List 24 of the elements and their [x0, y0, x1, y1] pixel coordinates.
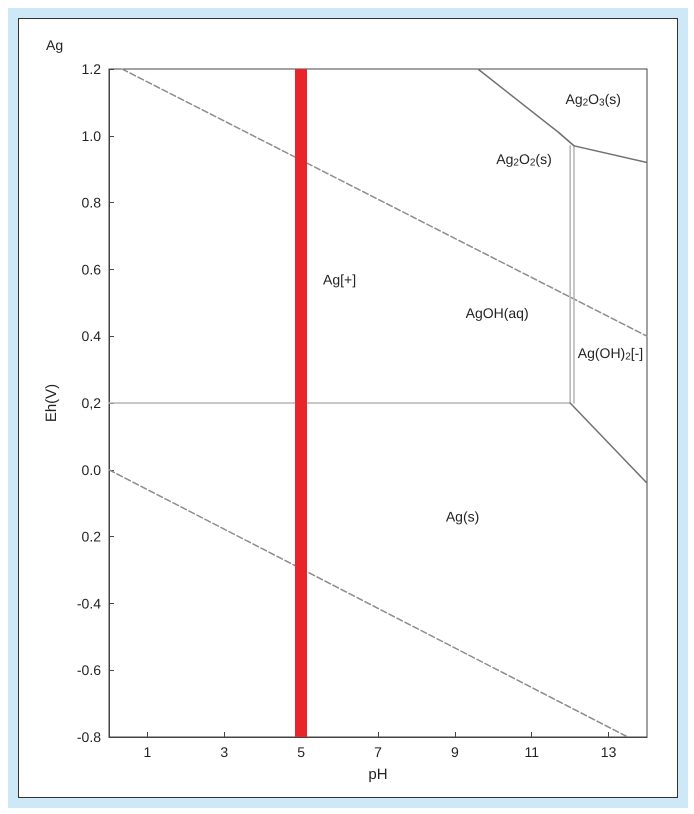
x-tick-label: 3 [220, 744, 228, 760]
chart-title: Ag [46, 37, 64, 53]
y-tick-label: 0.4 [82, 328, 102, 344]
y-axis-title: Eh(V) [43, 384, 60, 422]
x-tick-label: 7 [374, 744, 382, 760]
annotation: Ag[+] [323, 271, 356, 288]
y-tick-label: -0.8 [76, 729, 102, 745]
y-tick-label: 1.2 [82, 61, 102, 77]
x-tick-label: 11 [524, 744, 540, 760]
x-tick-label: 1 [144, 744, 152, 760]
y-tick-label: 0,2 [82, 395, 102, 411]
y-tick-label: 0.2 [82, 528, 102, 545]
x-tick-label: 13 [600, 744, 617, 760]
annotation: AgOH(aq) [466, 304, 529, 321]
x-axis-title: pH [368, 766, 388, 783]
y-tick-label: 0.8 [82, 194, 102, 211]
x-tick-label: 5 [297, 744, 306, 760]
x-tick-label: 9 [450, 744, 459, 760]
y-tick-label: 0.6 [82, 261, 102, 278]
y-tick-label: 0.0 [82, 462, 102, 478]
annotation: Ag(s) [446, 508, 480, 525]
y-tick-label: 1.0 [82, 128, 102, 144]
y-tick-label: -0.6 [76, 662, 102, 678]
y-tick-label: -0.4 [76, 595, 102, 612]
